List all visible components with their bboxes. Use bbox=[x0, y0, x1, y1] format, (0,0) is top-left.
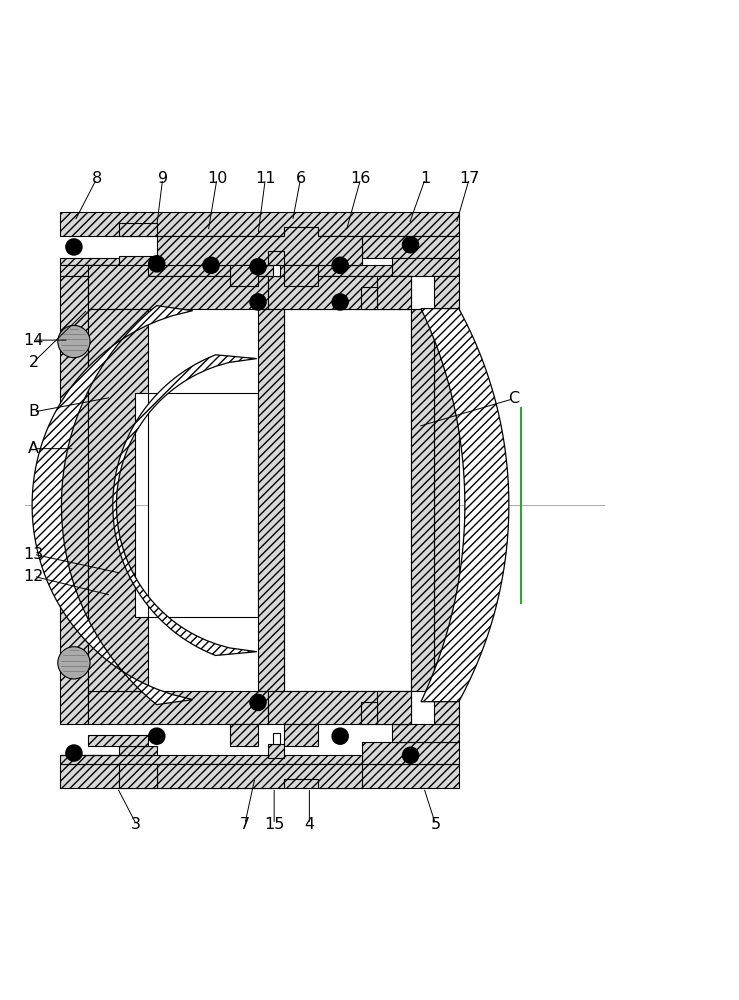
Polygon shape bbox=[230, 724, 258, 746]
Circle shape bbox=[332, 294, 348, 310]
Text: 1: 1 bbox=[420, 171, 430, 186]
Polygon shape bbox=[377, 276, 411, 309]
Polygon shape bbox=[119, 223, 157, 236]
Text: 17: 17 bbox=[459, 171, 480, 186]
Text: 11: 11 bbox=[255, 171, 276, 186]
Circle shape bbox=[66, 239, 82, 255]
Polygon shape bbox=[392, 724, 459, 742]
Text: B: B bbox=[28, 404, 39, 419]
Polygon shape bbox=[273, 265, 280, 276]
Circle shape bbox=[149, 728, 165, 744]
Circle shape bbox=[58, 647, 90, 679]
Text: 4: 4 bbox=[304, 817, 314, 832]
Text: 6: 6 bbox=[296, 171, 306, 186]
Polygon shape bbox=[113, 355, 256, 655]
Polygon shape bbox=[148, 393, 258, 617]
Polygon shape bbox=[268, 691, 411, 724]
Polygon shape bbox=[119, 764, 157, 788]
Polygon shape bbox=[362, 236, 459, 258]
Polygon shape bbox=[268, 744, 285, 758]
Polygon shape bbox=[60, 258, 362, 265]
Polygon shape bbox=[60, 764, 459, 788]
Circle shape bbox=[250, 259, 266, 275]
Polygon shape bbox=[285, 724, 319, 746]
Polygon shape bbox=[362, 742, 459, 764]
Polygon shape bbox=[273, 733, 280, 744]
Circle shape bbox=[203, 257, 219, 273]
Polygon shape bbox=[60, 276, 88, 724]
Polygon shape bbox=[258, 309, 285, 691]
Circle shape bbox=[403, 237, 418, 253]
Circle shape bbox=[149, 256, 165, 272]
Polygon shape bbox=[88, 309, 148, 691]
Text: 15: 15 bbox=[264, 817, 285, 832]
Text: 7: 7 bbox=[239, 817, 250, 832]
Circle shape bbox=[332, 257, 348, 273]
Text: 5: 5 bbox=[430, 817, 440, 832]
Polygon shape bbox=[60, 256, 392, 276]
Text: 13: 13 bbox=[24, 547, 44, 562]
Text: 9: 9 bbox=[157, 171, 168, 186]
Text: 14: 14 bbox=[24, 333, 44, 348]
Polygon shape bbox=[60, 755, 362, 764]
Text: 2: 2 bbox=[29, 355, 38, 370]
Polygon shape bbox=[285, 309, 411, 691]
Text: 8: 8 bbox=[92, 171, 102, 186]
Text: 10: 10 bbox=[207, 171, 227, 186]
Polygon shape bbox=[268, 251, 285, 265]
Circle shape bbox=[58, 325, 90, 358]
Circle shape bbox=[250, 294, 266, 310]
Polygon shape bbox=[392, 258, 459, 276]
Polygon shape bbox=[230, 265, 258, 286]
Polygon shape bbox=[421, 309, 509, 702]
Circle shape bbox=[250, 694, 266, 710]
Polygon shape bbox=[88, 691, 268, 724]
Polygon shape bbox=[411, 309, 434, 691]
Text: A: A bbox=[28, 441, 39, 456]
Polygon shape bbox=[268, 276, 411, 309]
Polygon shape bbox=[88, 265, 268, 309]
Polygon shape bbox=[434, 276, 459, 724]
Polygon shape bbox=[32, 306, 193, 705]
Circle shape bbox=[66, 745, 82, 761]
Polygon shape bbox=[88, 735, 148, 746]
Polygon shape bbox=[361, 287, 377, 309]
Polygon shape bbox=[157, 227, 362, 265]
Polygon shape bbox=[157, 764, 362, 788]
Circle shape bbox=[403, 747, 418, 763]
Polygon shape bbox=[377, 691, 411, 724]
Text: 12: 12 bbox=[24, 569, 44, 584]
Text: 3: 3 bbox=[132, 817, 141, 832]
Polygon shape bbox=[478, 419, 493, 591]
Text: 16: 16 bbox=[350, 171, 371, 186]
Polygon shape bbox=[285, 265, 319, 286]
Polygon shape bbox=[60, 212, 459, 236]
Polygon shape bbox=[60, 746, 157, 755]
Text: C: C bbox=[508, 391, 519, 406]
Circle shape bbox=[332, 728, 348, 744]
Polygon shape bbox=[361, 702, 377, 724]
